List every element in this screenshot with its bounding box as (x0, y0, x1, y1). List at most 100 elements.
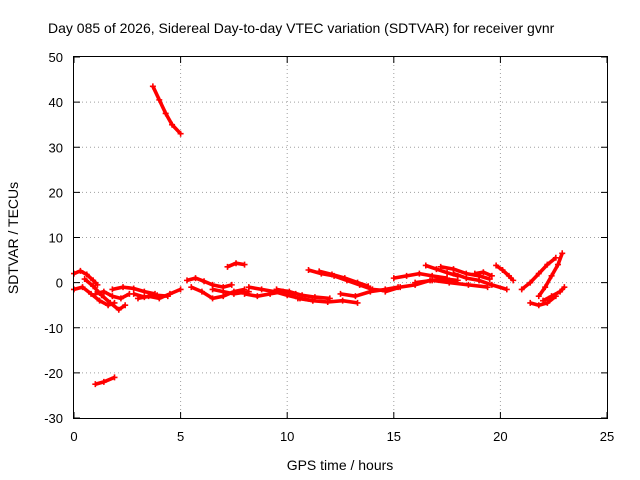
data-point (198, 288, 205, 295)
data-point (245, 284, 252, 291)
data-point (230, 290, 237, 297)
data-point (209, 295, 216, 302)
data-point (258, 286, 265, 293)
data-point (324, 299, 331, 306)
data-point (465, 281, 472, 288)
data-point (220, 288, 227, 295)
data-point (273, 286, 280, 293)
data-point (100, 288, 107, 295)
data-point (109, 286, 116, 293)
data-point (510, 277, 517, 284)
data-point (499, 266, 506, 273)
data-point (429, 277, 436, 284)
series-track-32 (542, 285, 566, 303)
data-point (130, 290, 137, 297)
data-point (209, 286, 216, 293)
data-point (164, 293, 171, 300)
data-point (542, 284, 549, 291)
data-point (100, 378, 107, 385)
data-point (548, 272, 555, 279)
data-point (433, 266, 440, 273)
data-point (341, 275, 348, 282)
data-point (416, 270, 423, 277)
data-point (337, 290, 344, 297)
data-point (79, 284, 86, 291)
data-point (77, 267, 84, 274)
data-point (390, 275, 397, 282)
data-point (316, 268, 323, 275)
data-point (224, 263, 231, 270)
y-tick-label: 0 (56, 276, 63, 291)
data-point (309, 297, 316, 304)
data-point (561, 284, 568, 291)
data-point (294, 295, 301, 302)
data-point (446, 279, 453, 286)
y-tick-label: 30 (49, 140, 63, 155)
data-point (403, 272, 410, 279)
y-axis-label: SDTVAR / TECUs (5, 182, 21, 294)
data-point (544, 261, 551, 268)
data-point (109, 293, 116, 300)
y-tick-label: 40 (49, 95, 63, 110)
x-tick-label: 0 (70, 429, 77, 444)
data-point (254, 293, 261, 300)
data-point (471, 270, 478, 277)
data-point (117, 295, 124, 302)
data-point (233, 260, 240, 267)
data-point (311, 294, 318, 301)
data-point (527, 279, 534, 286)
data-point (518, 286, 525, 293)
data-point (92, 290, 99, 297)
data-point (94, 281, 101, 288)
data-point (339, 297, 346, 304)
data-point (162, 110, 169, 117)
data-point (535, 302, 542, 309)
data-point (141, 294, 148, 301)
data-point (540, 297, 547, 304)
data-point (535, 293, 542, 300)
data-point (96, 297, 103, 304)
data-point (352, 293, 359, 300)
data-point (554, 261, 561, 268)
data-point (120, 284, 127, 291)
x-axis-label: GPS time / hours (287, 457, 394, 473)
data-point (354, 299, 361, 306)
y-tick-label: 20 (49, 185, 63, 200)
series-track-8 (151, 85, 182, 135)
data-point (141, 288, 148, 295)
data-point (177, 130, 184, 137)
series-track-28 (495, 264, 515, 282)
data-point (286, 288, 293, 295)
series-track-30 (529, 294, 557, 307)
data-point (488, 281, 495, 288)
data-point (505, 272, 512, 279)
data-point (115, 306, 122, 313)
data-point (367, 288, 374, 295)
data-point (527, 299, 534, 306)
data-point (241, 261, 248, 268)
data-point (284, 292, 291, 299)
y-tick-label: -30 (44, 411, 63, 426)
data-point (493, 262, 500, 269)
data-point (557, 288, 564, 295)
data-point (90, 283, 97, 290)
data-point (107, 299, 114, 306)
data-point (444, 269, 451, 276)
plot-frame (73, 56, 608, 419)
data-point (149, 83, 156, 90)
data-point (354, 279, 361, 286)
chart-title: Day 085 of 2026, Sidereal Day-to-day VTE… (48, 20, 555, 36)
x-tick-label: 5 (177, 429, 184, 444)
data-point (156, 96, 163, 103)
data-point (476, 277, 483, 284)
data-point (450, 270, 457, 277)
data-point (111, 374, 118, 381)
data-point (422, 262, 429, 269)
data-point (90, 277, 97, 284)
data-point (83, 271, 90, 278)
data-point (382, 288, 389, 295)
data-point (503, 286, 510, 293)
data-point (544, 299, 551, 306)
data-point (241, 290, 248, 297)
data-point (154, 292, 161, 299)
